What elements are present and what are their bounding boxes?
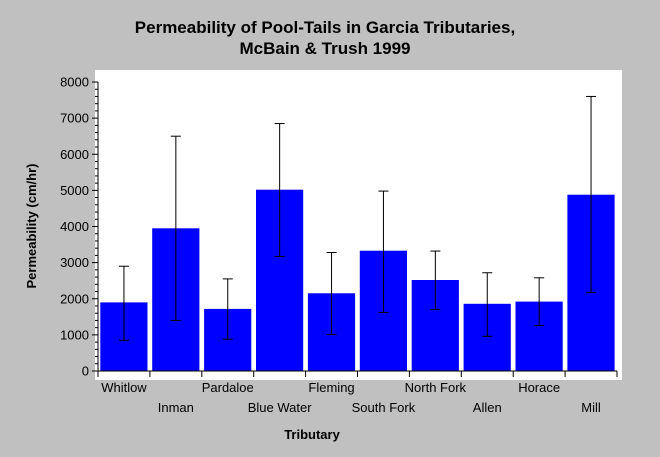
x-tick-label: Allen <box>473 400 502 415</box>
error-bars <box>118 95 597 341</box>
x-tick-label: Blue Water <box>248 400 312 415</box>
x-tick-label: Pardaloe <box>202 380 254 395</box>
y-tick-label: 0 <box>82 364 89 379</box>
y-tick-label: 7000 <box>60 111 89 126</box>
y-axis-title: Permeability (cm/hr) <box>24 164 39 289</box>
y-tick-label: 8000 <box>60 75 89 90</box>
x-tick-label: North Fork <box>405 380 467 395</box>
x-tick-label: Fleming <box>308 380 354 395</box>
y-tick-label: 2000 <box>60 291 89 306</box>
bars <box>100 189 615 371</box>
y-tick-label: 4000 <box>60 219 89 234</box>
chart-title: Permeability of Pool-Tails in Garcia Tri… <box>135 18 515 37</box>
x-axis-title: Tributary <box>284 427 340 442</box>
x-tick-label: South Fork <box>352 400 416 415</box>
y-axis: 0 1000 2000 3000 4000 5000 6000 7000 8000 <box>60 75 99 379</box>
chart-subtitle: McBain & Trush 1999 <box>239 39 410 58</box>
y-tick-label: 5000 <box>60 183 89 198</box>
x-tick-label: Inman <box>158 400 194 415</box>
x-tick-label: Whitlow <box>101 380 147 395</box>
x-tick-label: Mill <box>581 400 601 415</box>
x-axis: Whitlow Inman Pardaloe Blue Water Fleming Sou… <box>97 370 618 415</box>
y-tick-label: 1000 <box>60 327 89 342</box>
x-tick-label: Horace <box>518 380 560 395</box>
y-tick-label: 6000 <box>60 147 89 162</box>
y-tick-label: 3000 <box>60 255 89 270</box>
